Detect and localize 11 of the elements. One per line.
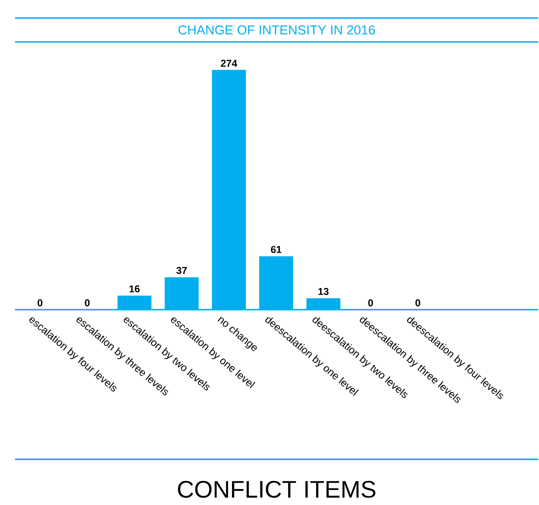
data-label: 0 bbox=[368, 299, 373, 306]
data-label: 61 bbox=[270, 246, 282, 253]
data-label: 0 bbox=[415, 299, 420, 306]
data-label: 37 bbox=[176, 266, 187, 274]
data-label: 0 bbox=[38, 299, 42, 306]
chart-title: CHANGE OF INTENSITY IN 2016 bbox=[178, 25, 375, 34]
data-label: 274 bbox=[220, 60, 238, 67]
data-label: 0 bbox=[84, 299, 90, 306]
data-label: 16 bbox=[130, 285, 140, 292]
data-label: 13 bbox=[318, 288, 329, 295]
x-axis-title: CONFLICT ITEMS bbox=[178, 480, 376, 498]
